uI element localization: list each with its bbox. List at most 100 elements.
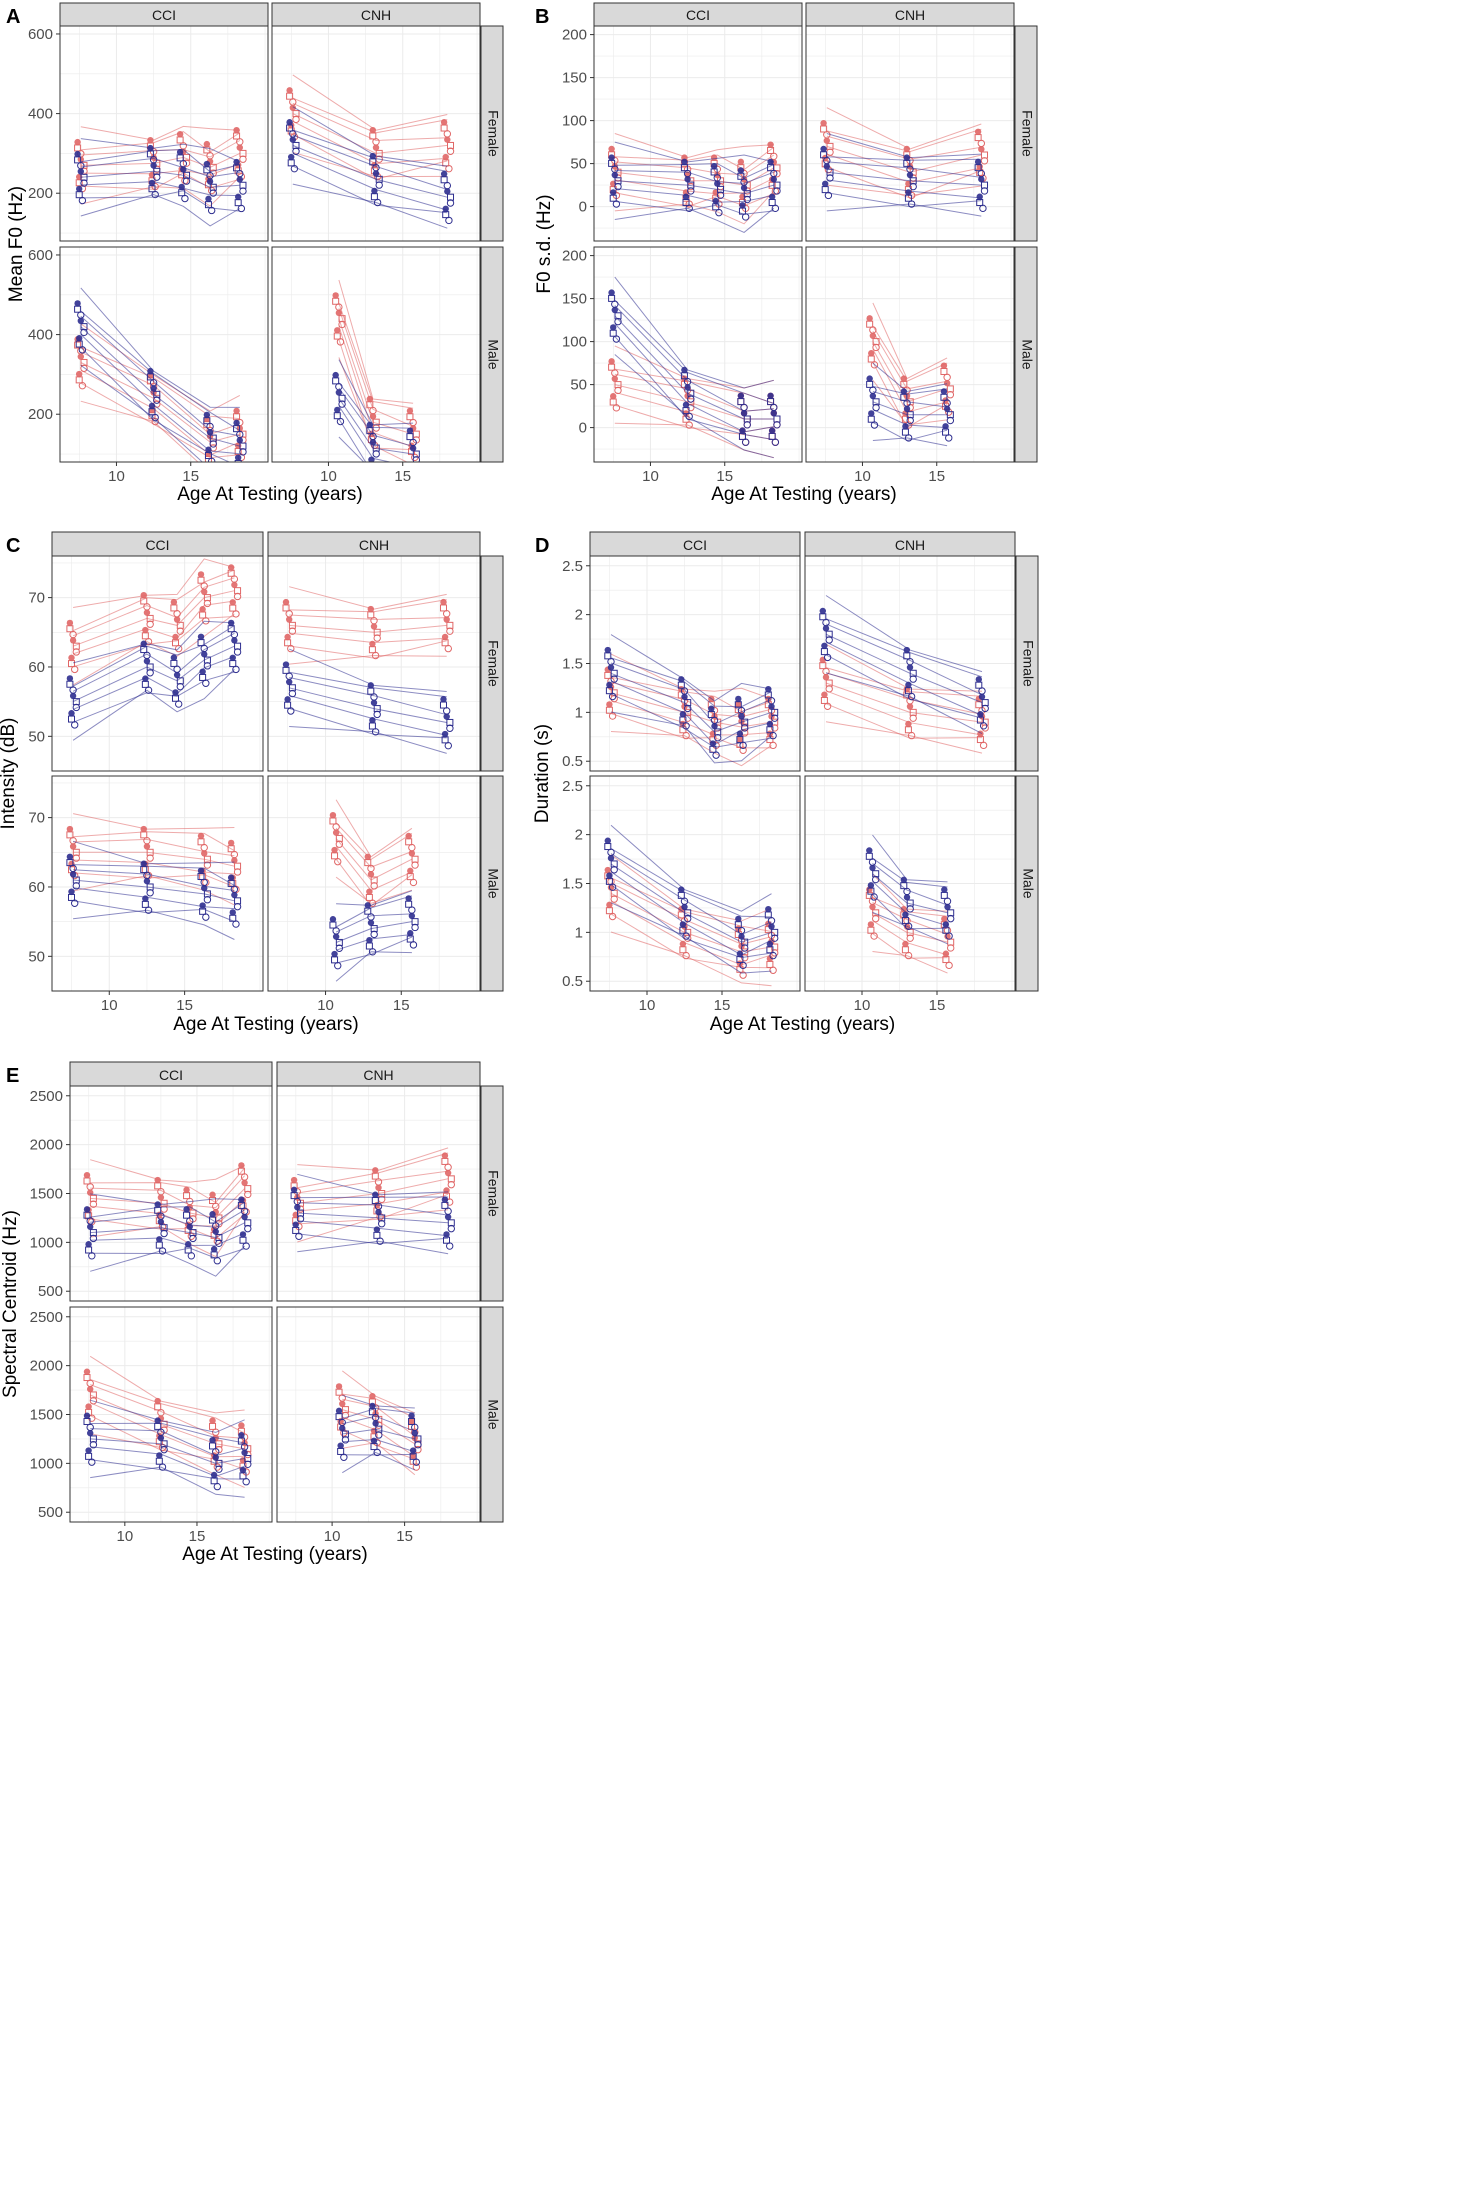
series-line-red: [72, 613, 235, 686]
data-point-blue: [736, 730, 744, 737]
data-point-red: [442, 153, 449, 161]
y-tick-label: 2000: [30, 1358, 63, 1375]
series-line-blue: [80, 326, 240, 447]
data-point-red: [440, 598, 447, 606]
data-point-blue: [900, 393, 908, 401]
series-line-blue: [72, 669, 235, 741]
data-point-blue: [687, 395, 695, 403]
series-line-red: [73, 831, 235, 852]
data-point-red: [176, 130, 184, 138]
data-point-blue: [371, 187, 378, 195]
data-point-blue: [203, 896, 212, 904]
data-point-red: [872, 914, 880, 923]
data-point-blue: [170, 659, 178, 667]
series-line-blue: [72, 625, 235, 687]
data-point-blue: [288, 153, 295, 161]
data-point-blue: [147, 144, 154, 152]
data-point-red: [906, 934, 914, 942]
data-point-blue: [412, 456, 421, 462]
data-point-blue: [186, 1223, 193, 1230]
facet-cci-female: 50 60 70: [28, 555, 264, 772]
x-tick-label: 10: [116, 1528, 133, 1545]
facet-border: [276, 1306, 481, 1523]
data-point-blue: [710, 162, 718, 170]
data-point-blue: [182, 177, 191, 185]
data-point-red: [183, 1186, 190, 1194]
data-point-blue: [160, 1445, 168, 1454]
data-point-blue: [866, 375, 873, 382]
data-point-red: [142, 626, 149, 634]
data-point-blue: [204, 452, 212, 460]
data-point-red: [370, 623, 378, 630]
series-line-red: [80, 362, 240, 443]
facet-background: [594, 26, 802, 241]
data-point-red: [197, 838, 205, 846]
data-point-blue: [371, 468, 377, 474]
data-point-blue: [87, 1429, 94, 1437]
data-point-blue: [904, 687, 912, 695]
data-point-blue: [681, 693, 688, 700]
facet-strip: [1015, 555, 1039, 772]
data-point-red: [331, 846, 338, 854]
data-point-blue: [154, 1422, 162, 1430]
series-line-blue: [90, 1422, 245, 1444]
data-point-blue: [205, 195, 212, 203]
data-point-blue: [365, 942, 373, 950]
facet-border: [276, 1085, 481, 1302]
data-point-blue: [680, 372, 688, 380]
x-tick-label: 10: [854, 468, 871, 485]
data-point-blue: [210, 1245, 218, 1253]
data-point-blue: [77, 168, 85, 175]
data-point-red: [773, 170, 781, 178]
series-line-blue: [826, 133, 982, 159]
series-line-blue: [342, 1451, 416, 1474]
data-point-blue: [822, 180, 829, 188]
data-point-blue: [865, 852, 873, 860]
series-line-blue: [610, 693, 772, 748]
data-point-red: [209, 1191, 216, 1198]
series-line-blue: [80, 315, 240, 437]
facet-data: [286, 74, 455, 229]
facet-strip-label: CNH: [895, 7, 925, 23]
facet-cnh-male: 10 15: [276, 1306, 481, 1545]
data-point-blue: [205, 446, 212, 453]
data-point-red: [77, 353, 85, 360]
data-point-blue: [69, 692, 77, 700]
data-point-red: [737, 158, 745, 166]
data-point-blue: [331, 956, 339, 964]
data-point-blue: [154, 1417, 161, 1424]
data-point-blue: [372, 450, 380, 458]
data-point-blue: [150, 385, 157, 392]
series-line-red: [80, 369, 241, 456]
data-point-blue: [335, 1407, 343, 1415]
data-point-blue: [66, 675, 74, 682]
data-point-blue: [826, 174, 834, 182]
y-tick-label: 1.5: [562, 876, 583, 893]
data-point-blue: [976, 716, 984, 724]
data-point-blue: [203, 166, 211, 174]
data-point-red: [147, 136, 154, 144]
series-line-blue: [614, 207, 775, 233]
facet-data: [282, 586, 454, 754]
data-point-red: [940, 367, 948, 375]
facet-data: [608, 276, 781, 459]
data-point-blue: [85, 1452, 93, 1460]
data-point-red: [447, 1180, 455, 1189]
y-tick-label: 400: [28, 106, 53, 123]
data-point-blue: [408, 1412, 415, 1419]
data-point-blue: [441, 1196, 449, 1203]
data-point-blue: [766, 940, 774, 948]
facet-strip-label: CNH: [363, 1067, 393, 1083]
series-line-red: [80, 400, 199, 462]
data-point-red: [375, 1184, 382, 1191]
data-point-blue: [282, 666, 290, 674]
data-point-blue: [237, 1437, 245, 1445]
y-tick-label: 50: [28, 728, 45, 745]
data-point-red: [209, 1417, 216, 1424]
data-point-blue: [441, 730, 449, 738]
data-point-red: [406, 873, 414, 881]
data-point-red: [335, 1383, 343, 1390]
facet-data: [83, 1159, 252, 1277]
data-point-blue: [903, 405, 911, 413]
data-point-red: [869, 903, 876, 911]
